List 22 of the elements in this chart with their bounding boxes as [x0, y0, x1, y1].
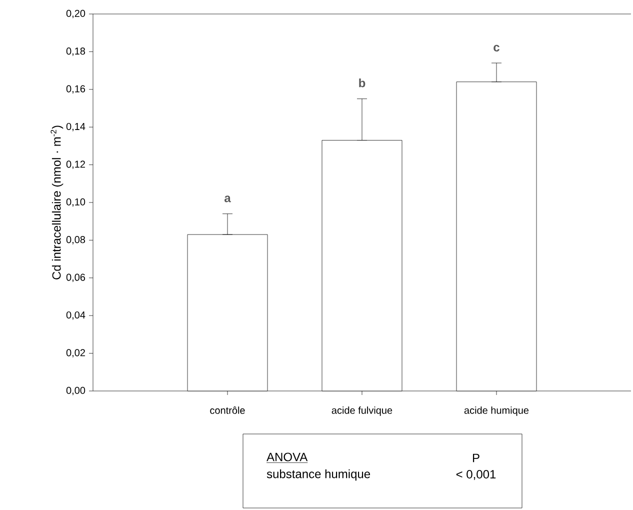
y-tick-label: 0,04	[66, 311, 86, 320]
y-tick-label: 0,18	[66, 48, 86, 56]
annotation: a	[224, 196, 231, 202]
y-tick-label: 0,12	[66, 160, 85, 169]
y-tick-label: 0,08	[66, 236, 86, 244]
text: ANOVA	[266, 452, 308, 462]
x-tick-label: acide humique	[464, 406, 529, 416]
y-tick-label: 0,02	[66, 349, 85, 358]
y-axis-title: Cd intracellulaire (nmol · m$^{-2}$)	[50, 126, 64, 280]
text: < 0,001	[456, 470, 496, 480]
text: substance humique	[266, 469, 370, 481]
text: P	[472, 454, 480, 462]
annotation: c	[494, 44, 500, 52]
y-tick-label: 0,20	[66, 10, 86, 18]
y-tick-label: 0,06	[66, 274, 86, 282]
y-tick-label: 0,16	[66, 85, 86, 94]
y-tick-label: 0,00	[66, 386, 86, 396]
x-tick-label: contrôle	[210, 406, 245, 414]
x-tick-label: acide fulvique	[332, 406, 392, 416]
annotation: b	[359, 78, 366, 88]
y-tick-label: 0,10	[66, 198, 86, 207]
y-tick-label: 0,14	[66, 122, 86, 132]
